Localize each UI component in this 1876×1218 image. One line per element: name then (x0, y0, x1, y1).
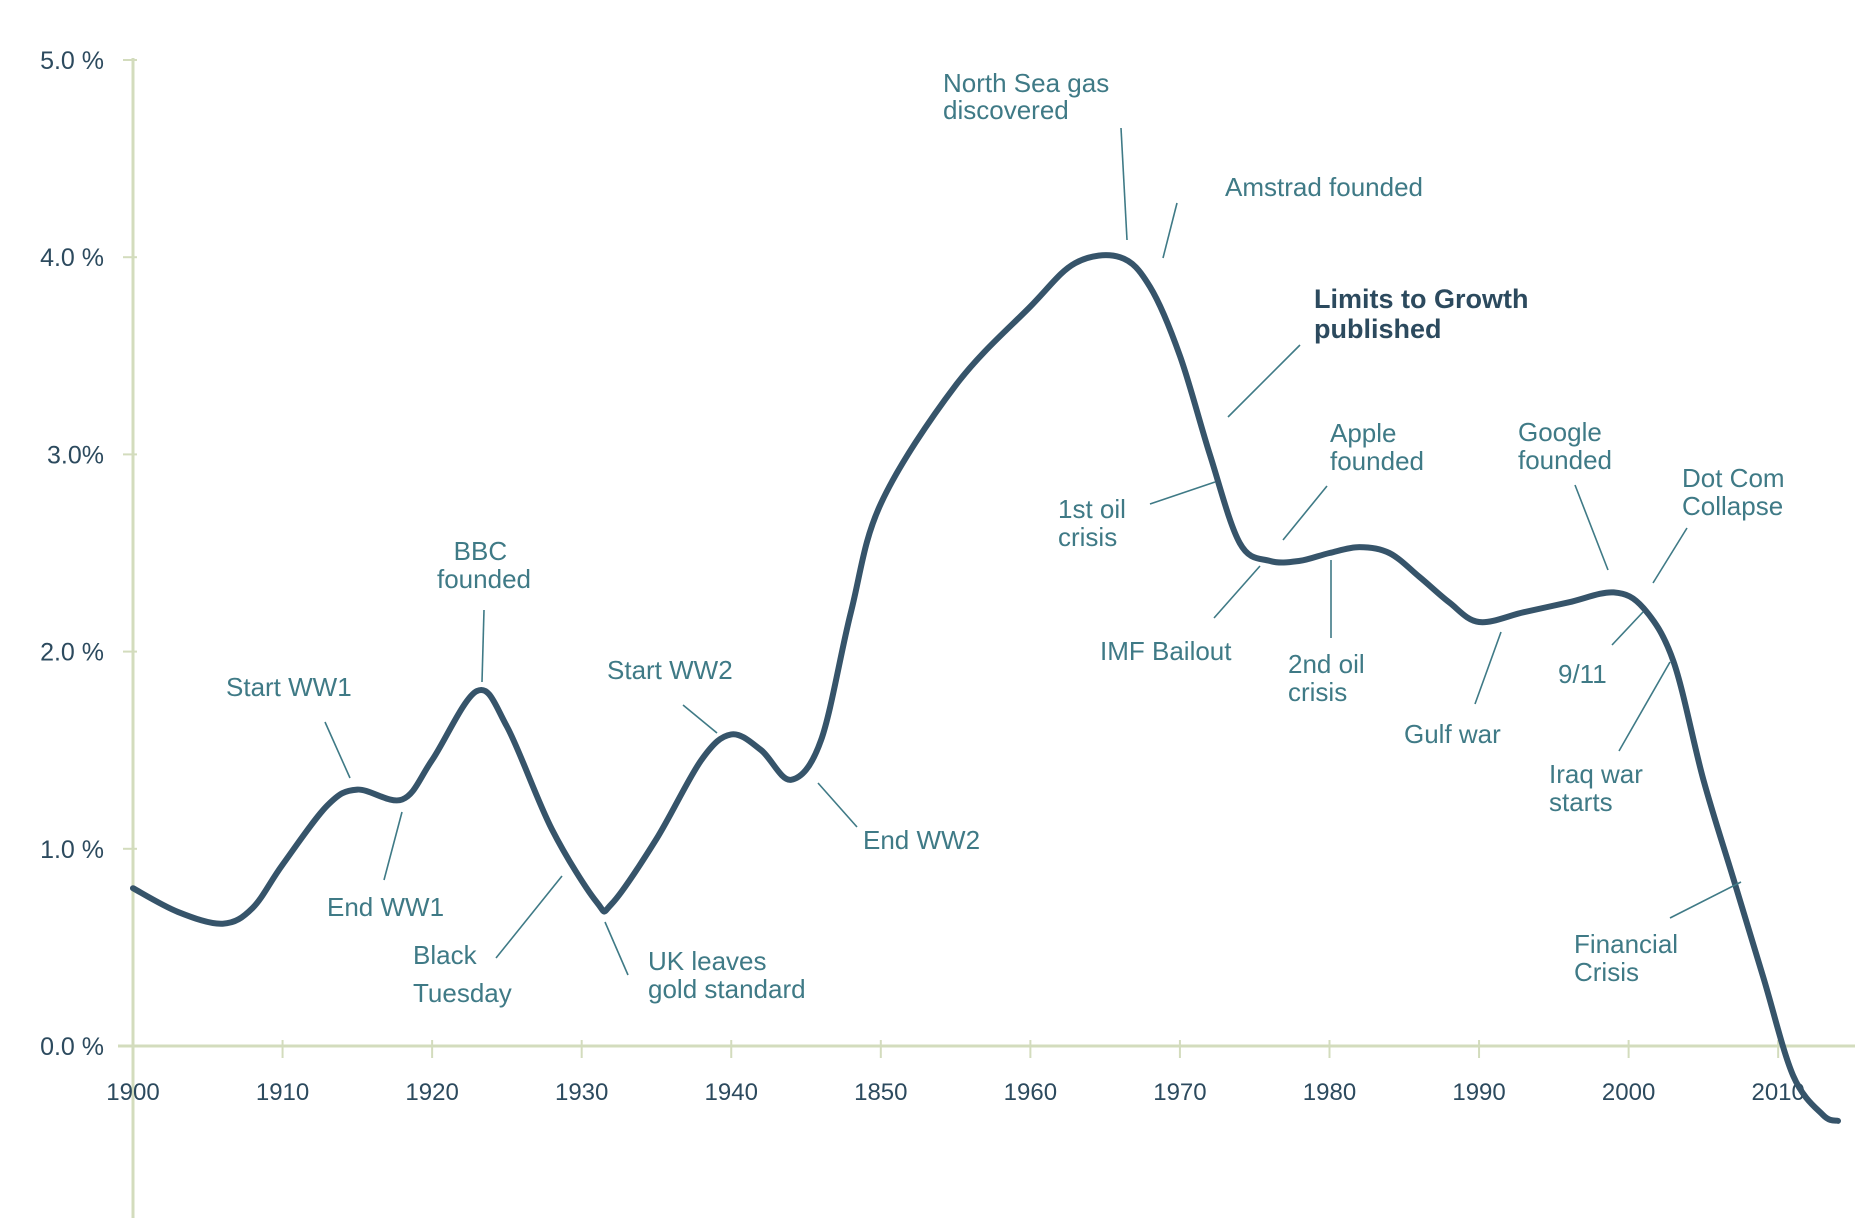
leader-north-sea (1120, 127, 1128, 241)
x-tick-label: 1970 (1153, 1079, 1206, 1106)
annotation-gulf: Gulf war (1404, 719, 1501, 749)
y-tick-label: 5.0 % (40, 47, 104, 75)
x-tick-label: 1990 (1452, 1079, 1505, 1106)
annotation-google: Google founded (1518, 417, 1612, 475)
x-tick-label: 1960 (1004, 1079, 1057, 1106)
annotation-dotcom: Dot Com Collapse (1682, 463, 1792, 521)
annotation-uk-gold: UK leaves gold standard (648, 946, 806, 1004)
leader-end-ww1 (383, 811, 403, 881)
annotation-end-ww1: End WW1 (327, 892, 444, 922)
annotation-911: 9/11 (1558, 659, 1607, 689)
annotation-oil1: 1st oil crisis (1058, 494, 1133, 552)
leader-911 (1611, 611, 1644, 646)
leader-uk-gold (604, 921, 629, 976)
leader-iraq (1618, 661, 1671, 752)
x-ticks: 1900 1910 1920 1930 1940 1850 1960 1970 1980 1990… (106, 1040, 1805, 1106)
annotation-north-sea: North Sea gas discovered (943, 68, 1116, 125)
y-tick-label: 0.0 % (40, 1033, 104, 1061)
annotations: Start WW1 End WW1 BBC founded Black Tues… (226, 68, 1792, 1008)
leader-bbc (481, 609, 485, 683)
annotation-end-ww2: End WW2 (863, 825, 980, 855)
x-tick-label: 1940 (705, 1079, 758, 1106)
leader-gulf (1474, 631, 1502, 705)
leader-financial (1669, 881, 1742, 919)
x-tick-label: 1980 (1303, 1079, 1356, 1106)
leader-imf (1213, 565, 1261, 619)
y-tick-label: 4.0 % (40, 244, 104, 272)
series-line-growth (130, 252, 1841, 1124)
leader-google (1574, 484, 1609, 571)
annotation-start-ww2: Start WW2 (607, 655, 733, 685)
annotation-bbc: BBC founded (437, 536, 531, 594)
y-ticks: 0.0 % 1.0 % 2.0 % 3.0% 4.0 % 5.0 % (40, 47, 137, 1061)
x-tick-label: 1850 (854, 1079, 907, 1106)
annotation-apple: Apple founded (1330, 418, 1424, 476)
annotation-leaders (324, 127, 1742, 976)
y-tick-label: 3.0% (47, 441, 104, 469)
annotation-imf: IMF Bailout (1100, 636, 1232, 666)
annotation-black-tuesday: Black Tuesday (413, 940, 512, 1008)
leader-oil1 (1149, 481, 1216, 505)
x-tick-label: 1900 (106, 1079, 159, 1106)
leader-limits (1227, 344, 1301, 418)
leader-start-ww2 (682, 704, 718, 734)
annotation-start-ww1: Start WW1 (226, 672, 352, 702)
x-tick-label: 2000 (1602, 1079, 1655, 1106)
annotation-limits: Limits to Growth published (1314, 284, 1536, 344)
y-tick-label: 2.0 % (40, 639, 104, 667)
x-tick-label: 1930 (555, 1079, 608, 1106)
annotation-financial: Financial Crisis (1574, 929, 1685, 987)
y-tick-label: 1.0 % (40, 836, 104, 864)
annotation-iraq: Iraq war starts (1549, 759, 1650, 817)
leader-apple (1282, 485, 1328, 541)
leader-black-tuesday (495, 875, 563, 959)
leader-start-ww1 (324, 721, 351, 779)
x-tick-label: 1910 (256, 1079, 309, 1106)
annotation-amstrad: Amstrad founded (1225, 172, 1423, 202)
leader-dotcom (1652, 527, 1688, 584)
x-tick-label: 1920 (405, 1079, 458, 1106)
annotation-oil2: 2nd oil crisis (1288, 649, 1372, 707)
leader-amstrad (1162, 202, 1178, 259)
leader-end-ww2 (817, 782, 858, 828)
